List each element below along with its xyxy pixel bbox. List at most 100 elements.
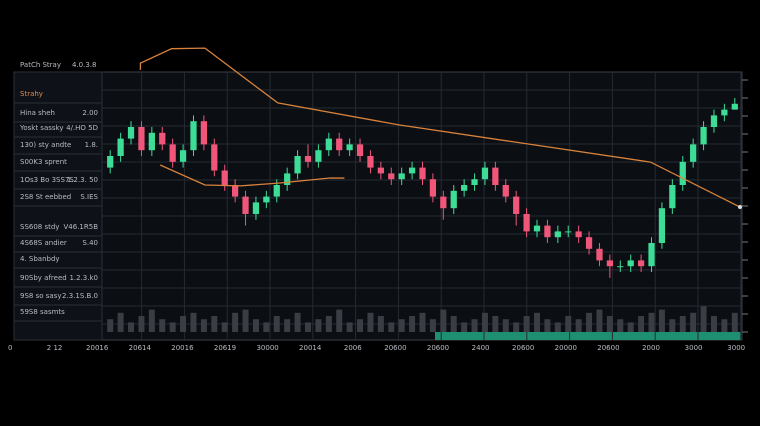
candle-body xyxy=(690,144,697,162)
candle-body xyxy=(617,266,624,268)
volume-bar xyxy=(492,316,499,332)
candle-body xyxy=(575,231,582,238)
panel-value: 1.2.3. 50 xyxy=(67,176,98,184)
candle-body xyxy=(710,115,718,127)
candle-body xyxy=(169,144,176,162)
candle-body xyxy=(367,156,374,168)
x-axis-label: 3000 xyxy=(685,344,703,352)
panel-label: 59S8 sasmts xyxy=(20,308,65,316)
candle-body xyxy=(554,231,561,238)
chart-frame xyxy=(13,71,743,341)
x-axis-label: 2400 xyxy=(472,344,490,352)
x-axis-label: 20619 xyxy=(214,344,236,352)
candle-body xyxy=(408,167,416,174)
panel-value: 1.8. xyxy=(85,141,98,149)
candle-body xyxy=(138,127,145,151)
volume-bar xyxy=(606,316,613,332)
candle-body xyxy=(221,170,228,185)
candle-body xyxy=(211,144,218,171)
x-axis-label: 2 12 xyxy=(47,344,63,352)
panel-title: PatCh Stray xyxy=(20,61,61,69)
volume-bar xyxy=(252,319,259,332)
volume-bar xyxy=(534,312,541,332)
volume-bar xyxy=(481,312,488,332)
candle-body xyxy=(450,190,457,209)
candle-body xyxy=(294,156,301,174)
volume-bar xyxy=(565,316,572,332)
panel-value: 2.00 xyxy=(82,109,98,117)
panel-version: 4.0.3.8 xyxy=(72,61,97,69)
volume-bar xyxy=(648,312,655,332)
volume-bar xyxy=(513,322,520,332)
candle-body xyxy=(304,156,312,162)
volume-bar xyxy=(336,309,343,332)
volume-bar xyxy=(596,309,603,332)
candle-body xyxy=(107,156,114,168)
overlay-line xyxy=(139,47,741,208)
x-axis-label: 20016 xyxy=(86,344,109,352)
candle-body xyxy=(669,185,676,209)
volume-bar xyxy=(586,312,593,332)
panel-label: 4S68S andier xyxy=(20,239,67,247)
candle-body xyxy=(513,196,520,214)
panel-label: 130) sty andte xyxy=(20,141,71,149)
volume-bar xyxy=(325,316,332,332)
volume-bar xyxy=(721,319,728,332)
panel-label: Hina sheh xyxy=(20,109,55,117)
candle-body xyxy=(658,208,666,243)
candle-body xyxy=(252,202,260,214)
volume-bar xyxy=(450,316,457,332)
volume-bar xyxy=(679,316,686,332)
candle-body xyxy=(440,196,447,209)
volume-bar xyxy=(221,322,228,332)
volume-bar xyxy=(658,309,665,332)
candle-body xyxy=(190,121,197,151)
candle-body xyxy=(731,103,738,110)
volume-bar xyxy=(471,319,478,332)
x-axis-label: 20600 xyxy=(597,344,619,352)
x-axis-label: 0 xyxy=(8,344,12,352)
panel-value: 2.3.1S.B.0 xyxy=(62,292,98,300)
volume-bar xyxy=(117,312,124,332)
x-axis-label: 20614 xyxy=(129,344,152,352)
x-axis-label: 20600 xyxy=(512,344,534,352)
candle-body xyxy=(127,127,135,139)
volume-bar xyxy=(523,316,530,332)
volume-bar xyxy=(284,319,291,332)
volume-bar xyxy=(669,319,676,332)
volume-bar xyxy=(429,319,436,332)
volume-bar xyxy=(211,316,218,332)
volume-bar xyxy=(502,319,509,332)
candle-body xyxy=(721,109,728,116)
volume-bar xyxy=(169,322,176,332)
panel-label: Strahy xyxy=(20,90,43,98)
volume-bar xyxy=(304,322,311,332)
candle-body xyxy=(336,138,343,151)
candle-body xyxy=(596,248,603,261)
panel-label: 9S8 so sasy xyxy=(20,292,61,300)
panel-label: SS608 stdy xyxy=(20,223,59,231)
panel-label: 1Os3 Bo 3SS7S xyxy=(20,176,74,184)
candle-body xyxy=(533,225,541,232)
x-axis-label: 20000 xyxy=(555,344,577,352)
x-axis-label: 2000 xyxy=(642,344,660,352)
volume-bar xyxy=(440,309,447,332)
candle-body xyxy=(492,167,499,185)
candle-body xyxy=(419,167,426,180)
volume-bar xyxy=(419,312,426,332)
candle-body xyxy=(117,138,124,156)
candle-body xyxy=(179,150,187,162)
volume-bar xyxy=(357,319,364,332)
x-axis-label: 30000 xyxy=(256,344,278,352)
overlay-line xyxy=(159,164,345,187)
volume-bar xyxy=(200,319,207,332)
candle-body xyxy=(388,173,395,180)
panel-label: 90Sby afreed xyxy=(20,274,67,282)
x-axis-label: 20600 xyxy=(384,344,406,352)
panel-value: V46.1R5B xyxy=(64,223,99,231)
candle-body xyxy=(315,150,322,162)
candle-body xyxy=(148,132,155,151)
panel-label: Yoskt sassky xyxy=(19,124,63,132)
panel-value: 1.2.3.k0 xyxy=(69,274,98,282)
